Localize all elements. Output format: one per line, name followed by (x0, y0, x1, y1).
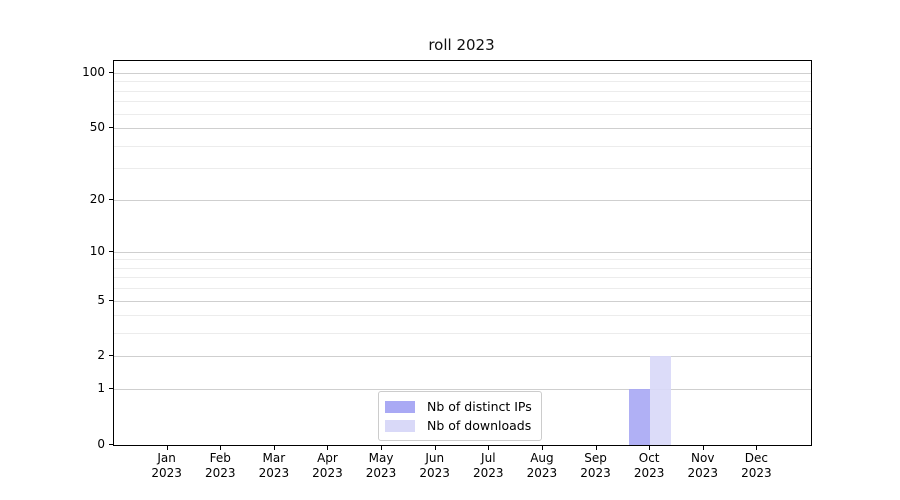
minor-gridline (114, 101, 811, 103)
x-tick-label: Jul 2023 (461, 451, 515, 481)
x-tick-year: 2023 (580, 466, 611, 480)
x-tick-year: 2023 (258, 466, 290, 480)
y-tick-label: 100 (82, 64, 105, 79)
x-tick-mark (541, 446, 543, 450)
x-tick-mark (756, 446, 758, 450)
x-tick-mark (273, 446, 275, 450)
x-tick-month: Jan (157, 451, 176, 465)
x-tick-year: 2023 (633, 466, 665, 480)
major-gridline (114, 300, 811, 302)
x-tick-label: Jan 2023 (140, 451, 194, 481)
x-tick-year: 2023 (526, 466, 558, 480)
legend-label: Nb of distinct IPs (427, 399, 532, 414)
y-tick-label: 10 (89, 243, 105, 258)
y-tick-label: 20 (89, 191, 105, 206)
x-tick-month: Oct (638, 451, 660, 465)
y-tick-label: 1 (97, 381, 105, 396)
x-tick-month: Dec (744, 451, 768, 465)
legend-label: Nb of downloads (427, 418, 532, 433)
minor-gridline (114, 288, 811, 290)
x-tick-month: May (368, 451, 394, 465)
x-tick-label: Oct 2023 (622, 451, 676, 481)
x-tick-month: Sep (584, 451, 607, 465)
minor-gridline (114, 81, 811, 83)
x-tick-year: 2023 (204, 466, 236, 480)
y-tick-label: 50 (89, 119, 105, 134)
x-tick-mark (702, 446, 704, 450)
major-gridline (114, 199, 811, 201)
y-tick-mark (109, 299, 113, 301)
minor-gridline (114, 113, 811, 115)
x-tick-month: Aug (530, 451, 554, 465)
major-gridline (114, 356, 811, 358)
x-tick-month: Apr (317, 451, 338, 465)
major-gridline (114, 389, 811, 391)
x-tick-mark (649, 446, 651, 450)
x-tick-month: Mar (262, 451, 286, 465)
x-tick-mark (381, 446, 383, 450)
x-tick-year: 2023 (365, 466, 397, 480)
x-tick-label: Feb 2023 (193, 451, 247, 481)
x-tick-label: Nov 2023 (676, 451, 730, 481)
legend-row: Nb of downloads (385, 416, 532, 435)
plot-area (113, 60, 812, 446)
x-tick-label: Apr 2023 (300, 451, 354, 481)
x-tick-mark (488, 446, 490, 450)
x-tick-year: 2023 (151, 466, 182, 480)
major-gridline (114, 251, 811, 253)
bar-nb-of-downloads (650, 356, 672, 445)
y-tick-label: 2 (97, 348, 105, 363)
x-tick-year: 2023 (741, 466, 772, 480)
x-tick-year: 2023 (312, 466, 343, 480)
minor-gridline (114, 267, 811, 269)
x-tick-year: 2023 (419, 466, 450, 480)
y-tick-mark (109, 250, 113, 252)
x-tick-label: May 2023 (354, 451, 408, 481)
y-tick-mark (109, 444, 113, 445)
x-tick-year: 2023 (473, 466, 504, 480)
x-tick-mark (595, 446, 597, 450)
major-gridline (114, 127, 811, 129)
x-tick-mark (327, 446, 329, 450)
x-tick-mark (220, 446, 222, 450)
y-tick-mark (109, 198, 113, 200)
legend: Nb of distinct IPs Nb of downloads (378, 391, 542, 441)
minor-gridline (114, 315, 811, 317)
y-tick-mark (109, 126, 113, 128)
x-tick-mark (166, 446, 168, 450)
x-tick-year: 2023 (687, 466, 719, 480)
x-tick-month: Jul (481, 451, 496, 465)
y-tick-mark (109, 388, 113, 390)
legend-swatch (385, 419, 415, 432)
minor-gridline (114, 90, 811, 92)
x-tick-label: Aug 2023 (515, 451, 569, 481)
minor-gridline (114, 277, 811, 279)
x-tick-month: Nov (691, 451, 715, 465)
x-tick-month: Jun (425, 451, 445, 465)
major-gridline (114, 72, 811, 74)
legend-row: Nb of distinct IPs (385, 397, 532, 416)
y-tick-label: 0 (97, 437, 105, 451)
x-tick-mark (434, 446, 436, 450)
legend-swatch (385, 400, 415, 413)
x-tick-month: Feb (209, 451, 231, 465)
chart-title: roll 2023 (428, 36, 495, 54)
minor-gridline (114, 333, 811, 335)
minor-gridline (114, 259, 811, 261)
y-tick-mark (109, 71, 113, 73)
x-tick-label: Dec 2023 (729, 451, 783, 481)
x-tick-label: Jun 2023 (408, 451, 462, 481)
y-tick-mark (109, 355, 113, 357)
minor-gridline (114, 145, 811, 147)
minor-gridline (114, 168, 811, 170)
y-tick-label: 5 (97, 292, 105, 307)
bar-nb-of-distinct-ips (629, 389, 651, 445)
x-tick-label: Mar 2023 (247, 451, 301, 481)
x-tick-label: Sep 2023 (569, 451, 623, 481)
